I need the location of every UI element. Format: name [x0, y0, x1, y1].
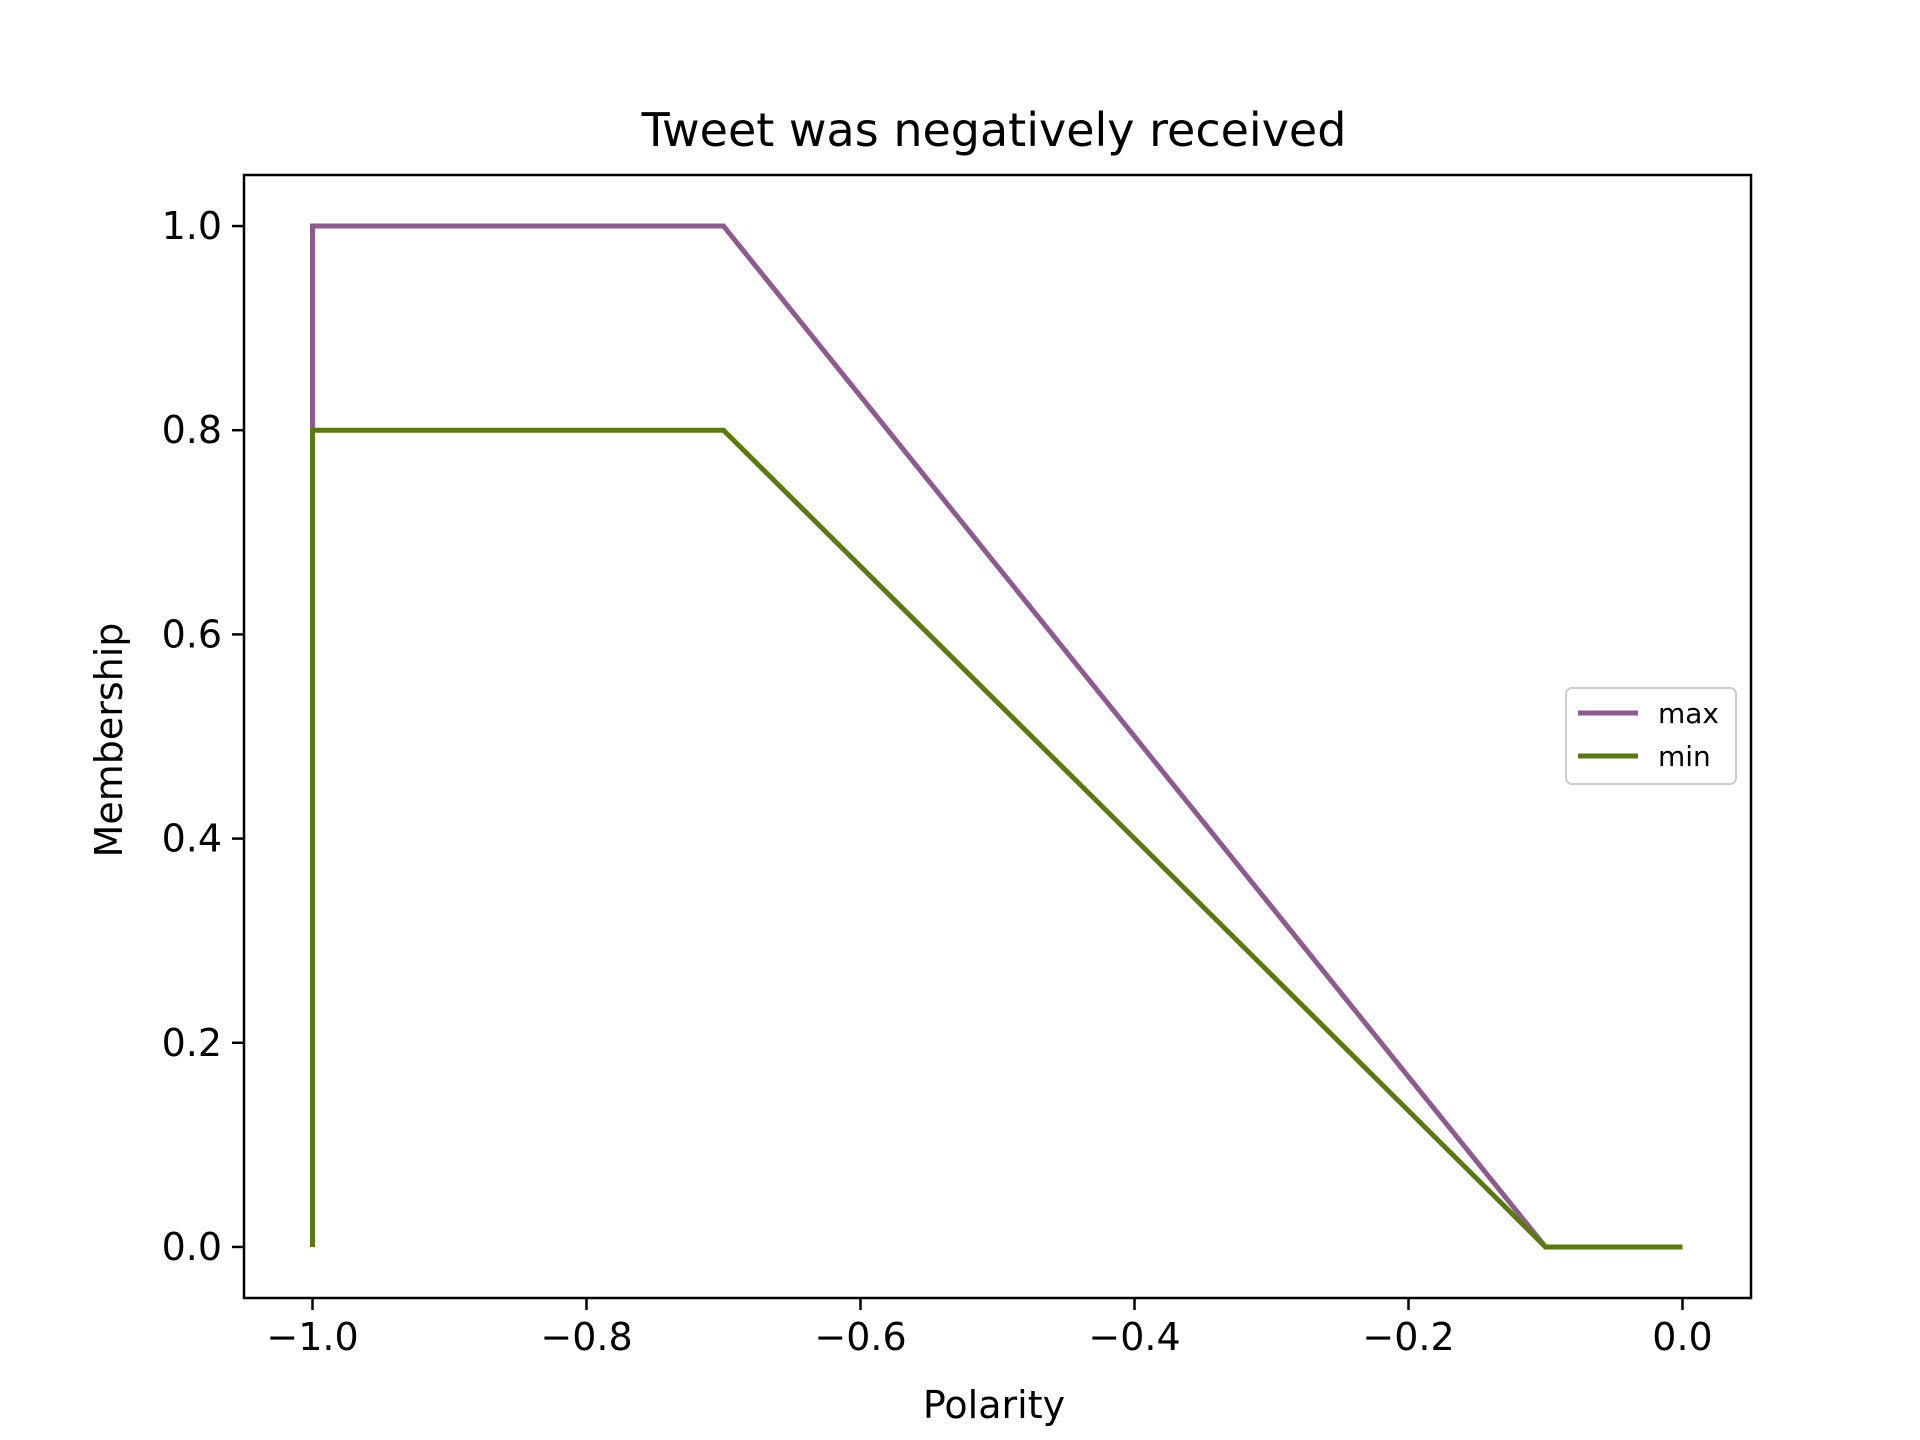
series-line-max: [310, 223, 1683, 1250]
x-tick-label: −0.6: [814, 1315, 906, 1359]
chart-title: Tweet was negatively received: [641, 103, 1347, 157]
legend: max min: [1565, 687, 1737, 785]
plot-frame: [242, 173, 1753, 1300]
x-tick-label: 0.0: [1652, 1315, 1712, 1359]
x-tick-label: −0.4: [1088, 1315, 1180, 1359]
x-axis-label: Polarity: [923, 1383, 1065, 1427]
x-tick-label: −0.8: [540, 1315, 632, 1359]
x-axis: −1.0 −0.8 −0.6 −0.4 −0.2 0.0: [266, 1298, 1713, 1359]
y-tick-label: 0.6: [162, 612, 222, 656]
y-tick-label: 0.8: [162, 408, 222, 452]
y-axis-label: Membership: [87, 623, 131, 858]
y-tick-label: 1.0: [162, 204, 222, 248]
y-axis: 0.0 0.2 0.4 0.6 0.8 1.0: [162, 204, 244, 1269]
y-tick-label: 0.0: [162, 1225, 222, 1269]
legend-label-max: max: [1658, 697, 1719, 730]
x-tick-label: −0.2: [1362, 1315, 1454, 1359]
series-line-min: [310, 427, 1683, 1250]
series-layer: [310, 223, 1683, 1250]
x-tick-label: −1.0: [266, 1315, 358, 1359]
legend-label-min: min: [1658, 740, 1711, 773]
y-tick-label: 0.2: [162, 1021, 222, 1065]
y-tick-label: 0.4: [162, 817, 222, 861]
